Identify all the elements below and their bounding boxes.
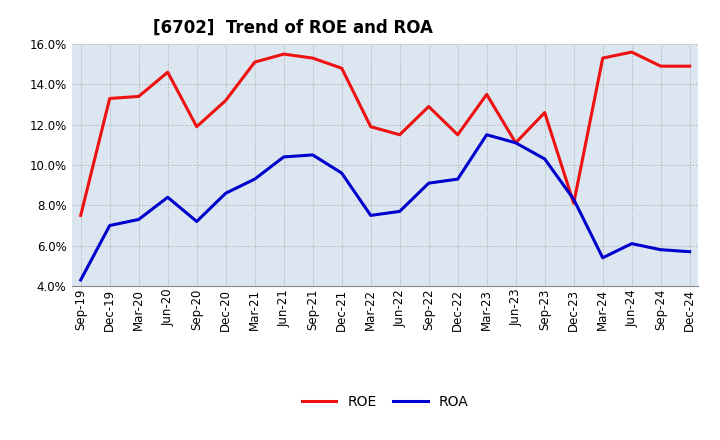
ROA	[76, 277, 85, 282]
ROA	[657, 247, 665, 253]
ROA	[221, 191, 230, 196]
ROA	[135, 217, 143, 222]
ROA	[279, 154, 288, 160]
ROE	[598, 55, 607, 61]
ROE	[541, 110, 549, 115]
ROE	[482, 92, 491, 97]
ROA	[482, 132, 491, 137]
Line: ROE: ROE	[81, 52, 690, 216]
ROE	[627, 49, 636, 55]
ROE	[251, 59, 259, 65]
ROA	[511, 140, 520, 146]
ROA	[105, 223, 114, 228]
ROE	[395, 132, 404, 137]
ROE	[454, 132, 462, 137]
ROA	[541, 156, 549, 161]
ROE	[424, 104, 433, 109]
Text: [6702]  Trend of ROE and ROA: [6702] Trend of ROE and ROA	[153, 19, 433, 37]
ROA	[685, 249, 694, 254]
ROA	[308, 152, 317, 158]
ROA	[424, 180, 433, 186]
ROE	[511, 140, 520, 146]
ROE	[657, 63, 665, 69]
ROE	[76, 213, 85, 218]
ROE	[338, 66, 346, 71]
ROE	[105, 96, 114, 101]
Legend: ROE, ROA: ROE, ROA	[296, 390, 474, 415]
ROA	[192, 219, 201, 224]
ROA	[251, 176, 259, 182]
ROE	[135, 94, 143, 99]
ROE	[221, 98, 230, 103]
ROE	[163, 70, 172, 75]
ROE	[279, 51, 288, 57]
ROE	[685, 63, 694, 69]
ROA	[163, 194, 172, 200]
ROE	[366, 124, 375, 129]
Line: ROA: ROA	[81, 135, 690, 280]
ROA	[570, 197, 578, 202]
ROA	[366, 213, 375, 218]
ROE	[308, 55, 317, 61]
ROE	[570, 201, 578, 206]
ROA	[454, 176, 462, 182]
ROA	[598, 255, 607, 260]
ROA	[395, 209, 404, 214]
ROA	[627, 241, 636, 246]
ROE	[192, 124, 201, 129]
ROA	[338, 170, 346, 176]
